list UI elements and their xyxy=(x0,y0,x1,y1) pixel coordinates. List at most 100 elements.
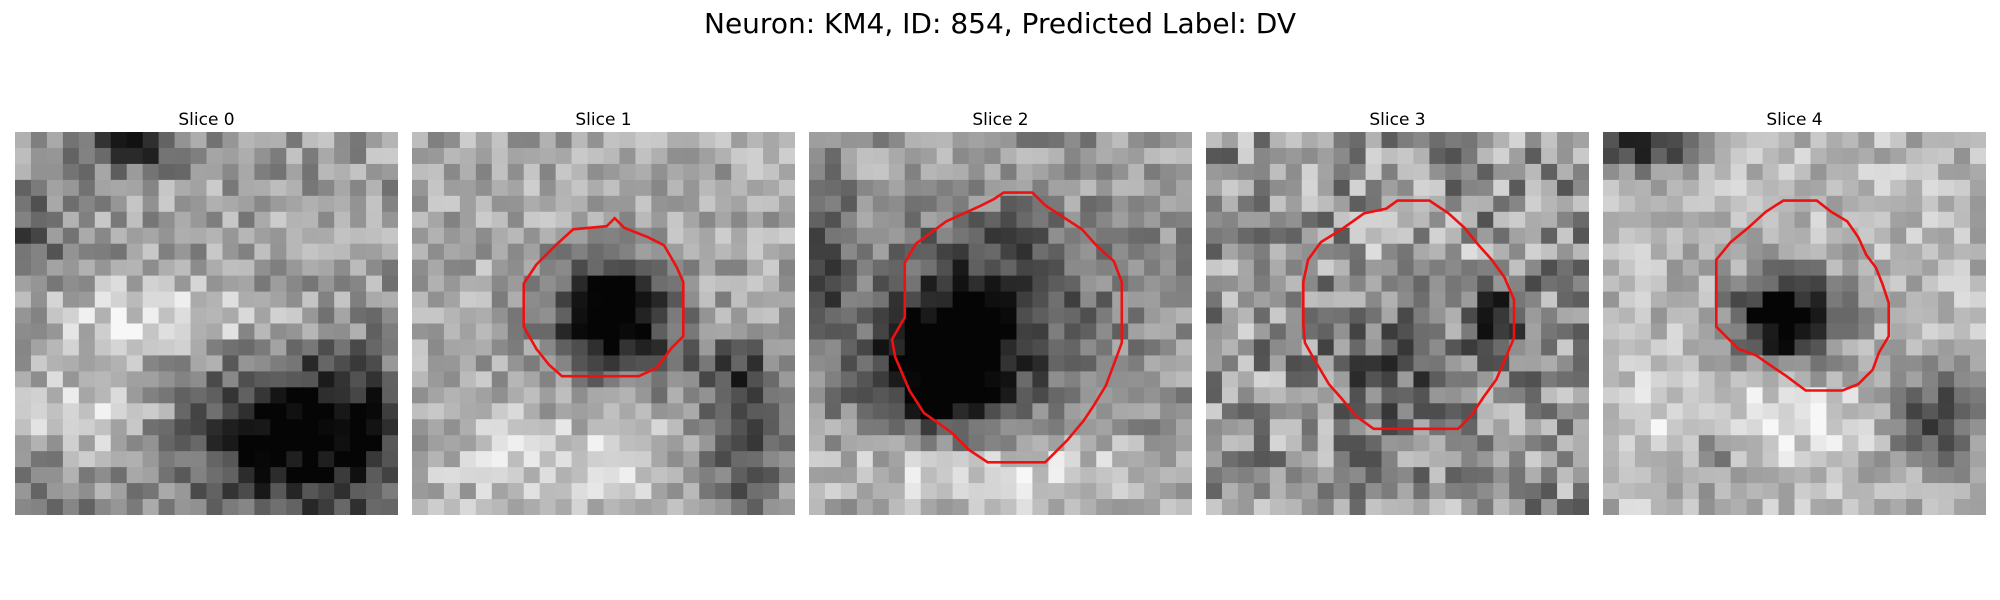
pixel-cell xyxy=(427,195,445,213)
pixel-cell xyxy=(1365,307,1383,325)
pixel-cell xyxy=(1032,355,1049,372)
pixel-cell xyxy=(94,227,112,245)
pixel-cell xyxy=(1858,451,1875,468)
pixel-cell xyxy=(334,403,351,420)
pixel-cell xyxy=(1080,179,1097,197)
pixel-cell xyxy=(1618,227,1636,245)
pixel-cell xyxy=(1714,291,1732,309)
pixel-cell xyxy=(459,259,477,277)
pixel-cell xyxy=(667,451,684,468)
pixel-cell xyxy=(222,179,240,197)
pixel-cell xyxy=(1128,483,1145,500)
pixel-cell xyxy=(443,163,461,181)
pixel-cell xyxy=(571,291,589,309)
pixel-cell xyxy=(1666,147,1684,165)
pixel-cell xyxy=(1429,291,1446,309)
pixel-cell xyxy=(254,499,271,515)
pixel-cell xyxy=(334,259,351,277)
pixel-cell xyxy=(1762,195,1780,213)
pixel-cell xyxy=(1573,323,1589,341)
pixel-cell xyxy=(1666,467,1684,484)
pixel-cell xyxy=(809,307,826,325)
pixel-cell xyxy=(683,147,700,165)
pixel-cell xyxy=(350,323,367,341)
pixel-cell xyxy=(1970,323,1986,341)
pixel-cell xyxy=(1096,275,1113,293)
pixel-cell xyxy=(1890,371,1907,388)
pixel-cell xyxy=(46,483,64,500)
pixel-cell xyxy=(1954,355,1971,372)
pixel-cell xyxy=(1493,499,1510,515)
pixel-cell xyxy=(1381,307,1399,325)
pixel-cell xyxy=(1858,323,1875,341)
pixel-cell xyxy=(920,355,938,372)
pixel-cell xyxy=(1221,403,1239,420)
pixel-cell xyxy=(1842,275,1859,293)
pixel-cell xyxy=(238,435,255,452)
pixel-cell xyxy=(382,275,398,293)
pixel-cell xyxy=(15,243,32,261)
pixel-cell xyxy=(539,211,557,229)
pixel-cell xyxy=(1618,483,1636,500)
pixel-cell xyxy=(1048,371,1065,388)
pixel-cell xyxy=(1064,147,1081,165)
pixel-cell xyxy=(1938,387,1955,404)
pixel-cell xyxy=(475,179,493,197)
pixel-cell xyxy=(382,243,398,261)
pixel-cell xyxy=(1810,467,1828,484)
pixel-cell xyxy=(1557,259,1574,277)
pixel-cell xyxy=(94,132,112,149)
pixel-cell xyxy=(1698,243,1716,261)
pixel-cell xyxy=(571,467,589,484)
pixel-cell xyxy=(1269,419,1287,436)
pixel-cell xyxy=(984,467,1002,484)
pixel-cell xyxy=(1285,132,1303,149)
pixel-cell xyxy=(1032,307,1049,325)
pixel-cell xyxy=(872,387,890,404)
pixel-cell xyxy=(475,211,493,229)
pixel-cell xyxy=(302,179,319,197)
pixel-cell xyxy=(1762,243,1780,261)
pixel-cell xyxy=(1810,211,1828,229)
pixel-cell xyxy=(1874,179,1891,197)
pixel-cell xyxy=(856,163,874,181)
pixel-cell xyxy=(1557,451,1574,468)
pixel-cell xyxy=(683,132,700,149)
pixel-cell xyxy=(1397,371,1415,388)
pixel-cell xyxy=(174,435,192,452)
pixel-cell xyxy=(1762,419,1780,436)
pixel-cell xyxy=(635,163,652,181)
pixel-cell xyxy=(15,211,32,229)
pixel-cell xyxy=(539,179,557,197)
pixel-cell xyxy=(475,307,493,325)
pixel-cell xyxy=(1221,259,1239,277)
pixel-cell xyxy=(936,435,954,452)
pixel-cell xyxy=(1730,483,1748,500)
pixel-cell xyxy=(809,227,826,245)
pixel-cell xyxy=(635,499,652,515)
pixel-cell xyxy=(1525,403,1542,420)
pixel-cell xyxy=(254,243,271,261)
pixel-cell xyxy=(571,132,589,149)
pixel-cell xyxy=(174,132,192,149)
pixel-cell xyxy=(318,323,335,341)
pixel-cell xyxy=(254,307,271,325)
pixel-cell xyxy=(1176,467,1192,484)
pixel-cell xyxy=(491,179,509,197)
pixel-cell xyxy=(699,132,716,149)
pixel-cell xyxy=(571,259,589,277)
pixel-cell xyxy=(1618,451,1636,468)
pixel-cell xyxy=(334,387,351,404)
pixel-cell xyxy=(1650,451,1668,468)
pixel-cell xyxy=(1128,419,1145,436)
pixel-cell xyxy=(1938,259,1955,277)
pixel-cell xyxy=(840,339,858,357)
pixel-cell xyxy=(1048,387,1065,404)
pixel-cell xyxy=(1509,211,1526,229)
pixel-cell xyxy=(1970,339,1986,357)
pixel-cell xyxy=(1634,355,1652,372)
pixel-cell xyxy=(190,147,208,165)
pixel-cell xyxy=(1000,211,1018,229)
pixel-cell xyxy=(1842,259,1859,277)
pixel-cell xyxy=(587,211,605,229)
